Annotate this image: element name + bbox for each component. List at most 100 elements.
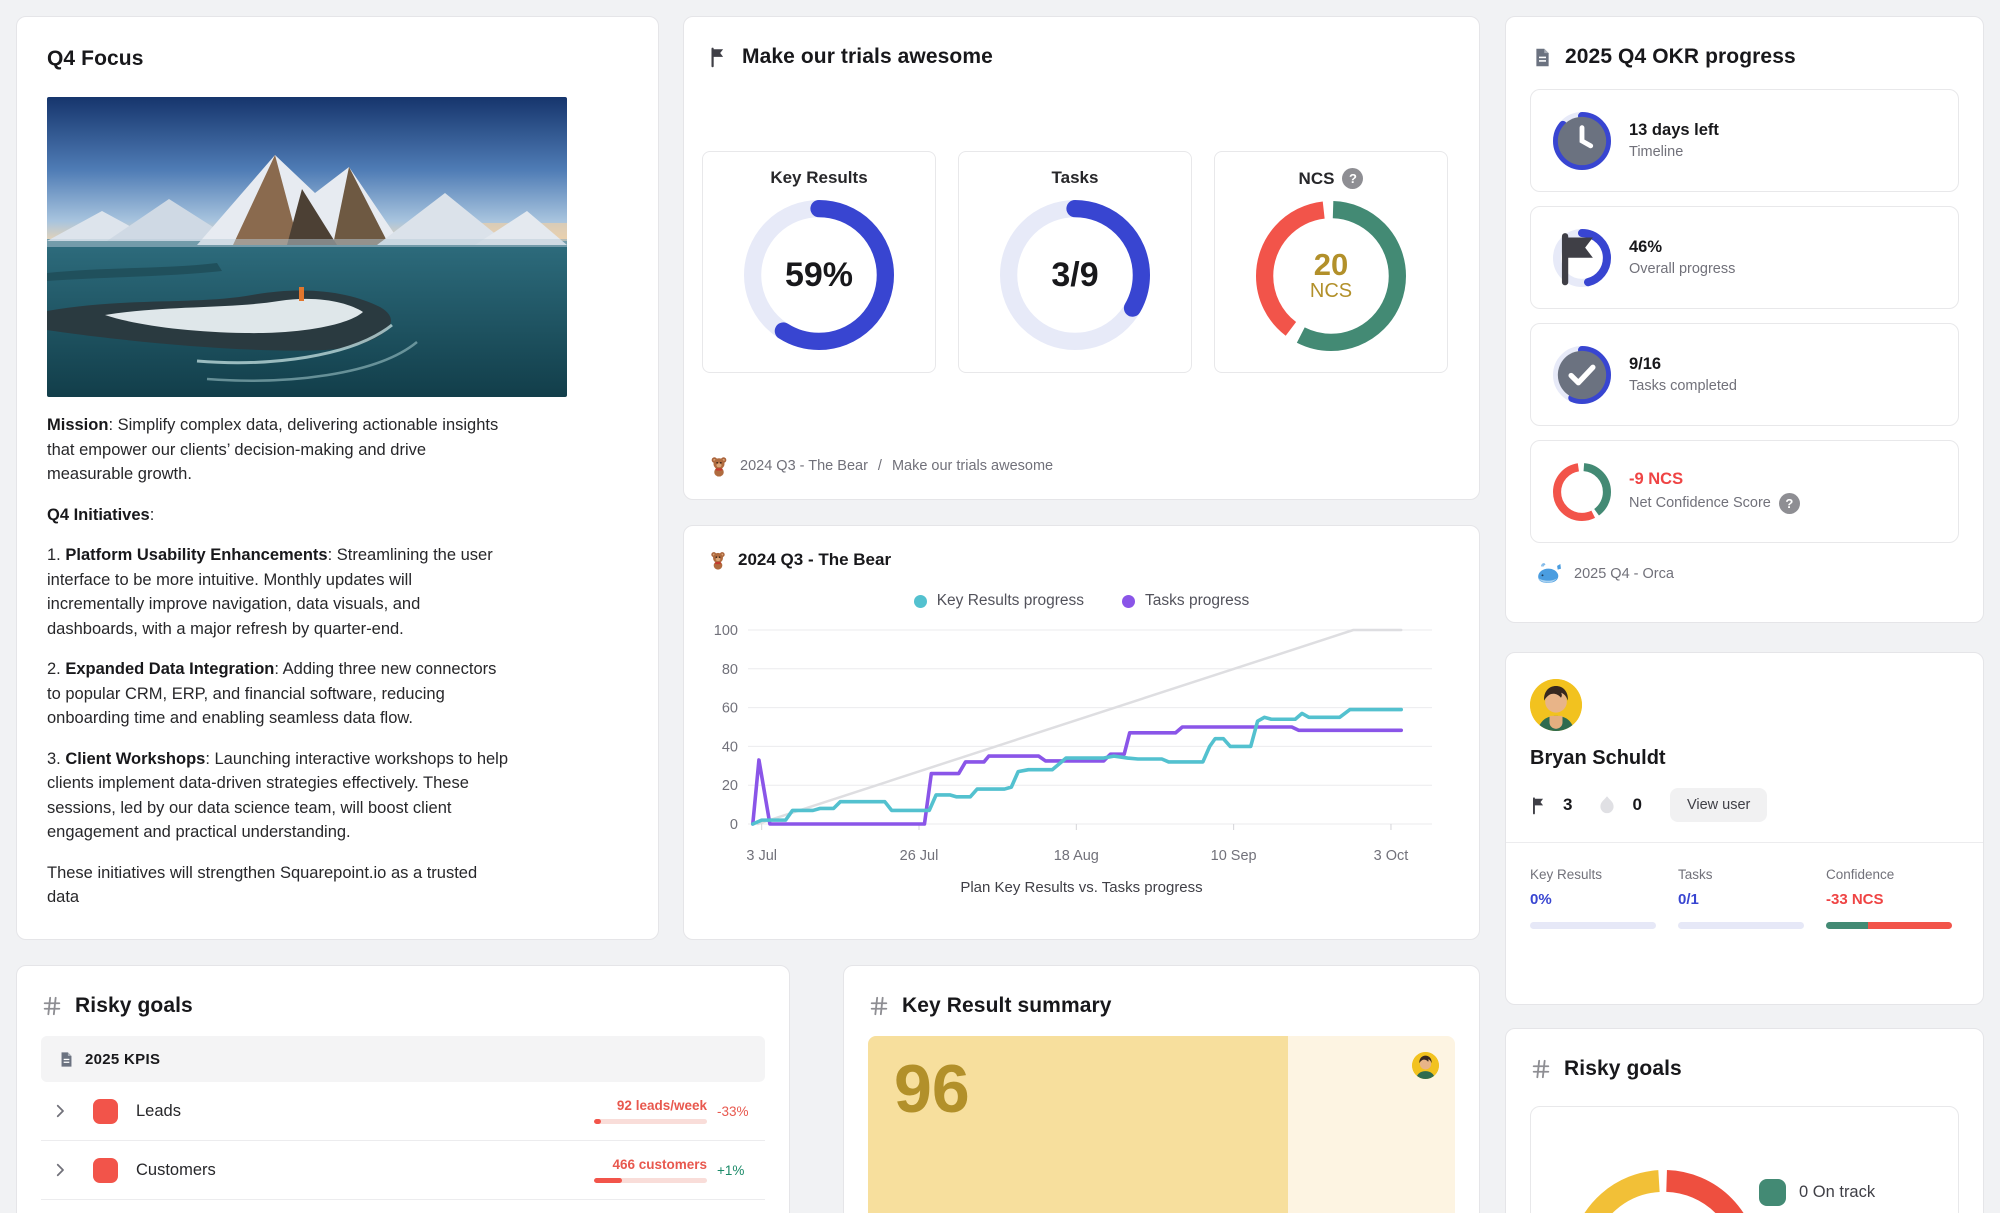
risky-goals-title: Risky goals xyxy=(75,994,193,1017)
gauge-tasks: Tasks 3/9 xyxy=(958,151,1192,373)
gauge-label: NCS ? xyxy=(1299,168,1364,189)
svg-text:40: 40 xyxy=(722,739,738,755)
teddy-bear-icon xyxy=(711,457,727,477)
goal-row-customers[interactable]: Customers 466 customers +1% xyxy=(41,1141,765,1200)
metric-column: 466 customers xyxy=(587,1157,707,1183)
legend-dot xyxy=(1122,594,1136,608)
gauge-value: 3/9 xyxy=(1051,255,1099,294)
metric-value: 92 leads/week xyxy=(616,1098,707,1113)
okr-label: Overall progress xyxy=(1629,261,1736,277)
focus-mission-text: Mission: Simplify complex data, deliveri… xyxy=(47,413,509,910)
goal-title[interactable]: Make our trials awesome xyxy=(742,45,993,68)
summary-chart: 96 xyxy=(868,1036,1455,1213)
streak-flame-icon xyxy=(1600,796,1615,814)
flag-icon xyxy=(1533,796,1544,814)
breadcrumb-plan[interactable]: 2024 Q3 - The Bear xyxy=(740,458,868,474)
view-user-button[interactable]: View user xyxy=(1669,788,1768,822)
metric-column: 92 leads/week xyxy=(587,1098,707,1124)
avatar[interactable] xyxy=(1530,679,1582,731)
confidence-bar-red xyxy=(1867,922,1952,929)
gauge-ncs: NCS ? 20 NCS xyxy=(1214,151,1448,373)
risky-goals-table-card: Risky goals 2025 KPIS Leads 92 leads/wee… xyxy=(16,965,790,1213)
divider xyxy=(1506,842,1983,843)
status-square-red xyxy=(93,1157,118,1183)
user-card: Bryan Schuldt 3 0 View user Key Results … xyxy=(1505,652,1984,1005)
focus-card: Q4 Focus xyxy=(16,16,659,940)
paragraph: Mission: Simplify complex data, deliveri… xyxy=(47,416,499,483)
chart-card-title[interactable]: 2024 Q3 - The Bear xyxy=(738,550,892,569)
goal-row-leads[interactable]: Leads 92 leads/week -33% xyxy=(41,1082,765,1141)
hashtag-icon xyxy=(1532,1059,1550,1079)
paragraph: Q4 Initiatives: xyxy=(47,505,155,524)
chevron-right-icon[interactable] xyxy=(51,1102,69,1120)
chart-legend: Key Results progress Tasks progress xyxy=(684,592,1479,610)
help-icon[interactable]: ? xyxy=(1342,168,1364,189)
help-icon[interactable]: ? xyxy=(1778,492,1800,514)
okr-card-title: 2025 Q4 OKR progress xyxy=(1565,45,1796,68)
gauge-value: 59% xyxy=(784,255,854,294)
okr-footer-plan[interactable]: 2025 Q4 - Orca xyxy=(1536,561,1983,587)
avatar-art xyxy=(1530,679,1582,731)
document-icon xyxy=(1536,48,1549,66)
okr-value: 9/16 xyxy=(1629,355,1662,373)
breadcrumb-goal[interactable]: Make our trials awesome xyxy=(891,458,1054,474)
chart-caption: Plan Key Results vs. Tasks progress xyxy=(960,879,1203,896)
ncs-value: 20 xyxy=(1313,246,1349,282)
delta-badge: +1% xyxy=(717,1162,745,1178)
teddy-bear-icon xyxy=(711,552,725,570)
paragraph: These initiatives will strengthen Square… xyxy=(47,863,478,907)
kpi-section-header[interactable]: 2025 KPIS xyxy=(41,1036,765,1082)
svg-text:0: 0 xyxy=(730,817,738,833)
overall-progress-donut xyxy=(1553,228,1611,287)
okr-label: Tasks completed xyxy=(1629,378,1737,394)
ncs-small-donut xyxy=(1553,462,1611,521)
goal-name[interactable]: Leads xyxy=(136,1101,181,1120)
gauge-label: Tasks xyxy=(1051,168,1099,187)
legend-label: Tasks progress xyxy=(1145,592,1250,609)
metric-value: 466 customers xyxy=(612,1157,707,1172)
svg-text:3 Oct: 3 Oct xyxy=(1374,848,1409,864)
summary-bar-filled: 96 xyxy=(868,1036,1288,1213)
ncs-donut: 20 NCS xyxy=(1256,201,1406,351)
goal-name[interactable]: Customers xyxy=(136,1160,216,1179)
stat-value: -33 NCS xyxy=(1826,891,1884,908)
okr-value: 13 days left xyxy=(1629,121,1719,139)
paragraph: 1. Platform Usability Enhancements: Stre… xyxy=(47,546,493,638)
okr-value-ncs: -9 NCS xyxy=(1629,469,1684,488)
metric-bar-fill xyxy=(594,1178,623,1183)
svg-text:100: 100 xyxy=(714,623,738,639)
tasks-completed-donut xyxy=(1553,345,1611,404)
svg-text:10 Sep: 10 Sep xyxy=(1211,848,1257,864)
kpi-section-label: 2025 KPIS xyxy=(85,1050,161,1068)
hashtag-icon xyxy=(870,996,888,1016)
gauge-label: Key Results xyxy=(770,168,868,187)
chevron-right-icon[interactable] xyxy=(51,1161,69,1179)
summary-value: 96 xyxy=(894,1051,970,1127)
risky-donut-panel: 0 On track xyxy=(1530,1106,1959,1213)
stat-label: Key Results xyxy=(1530,867,1603,882)
okr-label: Timeline xyxy=(1629,144,1684,160)
legend-chip-green xyxy=(1759,1179,1786,1206)
key-results-donut: 59% xyxy=(744,200,894,350)
tasks-donut: 3/9 xyxy=(1000,200,1150,350)
okr-item-ncs: -9 NCS Net Confidence Score ? xyxy=(1530,440,1959,543)
breadcrumb: 2024 Q3 - The Bear / Make our trials awe… xyxy=(708,455,1053,477)
mountain-photo-art xyxy=(47,97,567,397)
avatar[interactable] xyxy=(1412,1052,1439,1079)
stat-tasks: Tasks 0/1 xyxy=(1678,867,1804,929)
metric-bar xyxy=(594,1119,707,1124)
focus-card-title: Q4 Focus xyxy=(47,47,144,70)
risky-goals-title: Risky goals xyxy=(1564,1057,1682,1080)
progress-line-chart: 0 20 40 60 80 100 3 Jul 26 Jul 18 Aug 10 Sep 3 Oct xyxy=(700,616,1459,873)
delta-badge: -33% xyxy=(717,1103,749,1119)
key-result-summary-card: Key Result summary 96 xyxy=(843,965,1480,1213)
document-icon xyxy=(61,1051,72,1067)
okr-progress-card: 2025 Q4 OKR progress 13 days left Timeli… xyxy=(1505,16,1984,623)
gauges-row: Key Results 59% Tasks 3/9 NCS ? 20 xyxy=(702,151,1448,373)
flag-icon xyxy=(711,47,724,68)
paragraph: 2. Expanded Data Integration: Adding thr… xyxy=(47,660,497,727)
user-name: Bryan Schuldt xyxy=(1530,747,1666,769)
okr-footer-label[interactable]: 2025 Q4 - Orca xyxy=(1574,566,1674,582)
stat-label: Confidence xyxy=(1826,867,1895,882)
svg-text:60: 60 xyxy=(722,701,738,717)
